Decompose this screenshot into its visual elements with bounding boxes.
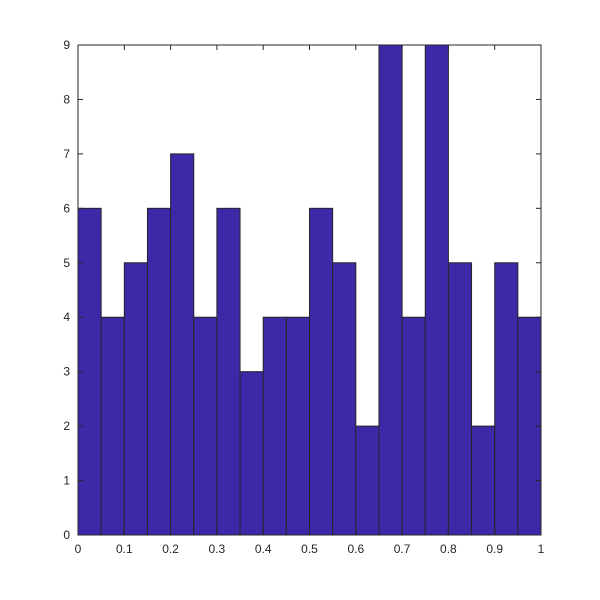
x-tick-label: 0.3 bbox=[209, 542, 226, 556]
histogram-bar-16 bbox=[424, 44, 449, 536]
y-tick-label: 5 bbox=[63, 256, 70, 270]
bars-group bbox=[77, 44, 542, 536]
y-tick-label: 8 bbox=[63, 92, 70, 106]
x-tick-label: 0.5 bbox=[301, 542, 318, 556]
histogram-bar-11 bbox=[309, 207, 334, 536]
x-tick-label: 0.2 bbox=[162, 542, 179, 556]
histogram-bar-19 bbox=[494, 262, 519, 536]
y-tick-label: 9 bbox=[63, 38, 70, 52]
histogram-bar-5 bbox=[170, 153, 195, 536]
x-tick-label: 0.7 bbox=[394, 542, 411, 556]
y-tick-label: 6 bbox=[63, 201, 70, 215]
y-tick-label: 2 bbox=[63, 419, 70, 433]
y-ticks-group: 0 1 2 3 4 5 6 7 8 9 bbox=[63, 38, 541, 542]
x-tick-label: 0 bbox=[75, 542, 82, 556]
histogram-bar-2 bbox=[100, 316, 125, 536]
histogram-bar-18 bbox=[471, 425, 496, 536]
x-tick-label: 1 bbox=[538, 542, 545, 556]
histogram-bar-3 bbox=[123, 262, 148, 536]
histogram-bar-13 bbox=[355, 425, 380, 536]
x-tick-label: 0.6 bbox=[347, 542, 364, 556]
histogram-bar-15 bbox=[401, 316, 426, 536]
histogram-bar-9 bbox=[262, 316, 287, 536]
y-tick-label: 7 bbox=[63, 147, 70, 161]
histogram-bar-10 bbox=[285, 316, 311, 536]
histogram-bar-14 bbox=[378, 44, 403, 536]
y-tick-label: 0 bbox=[63, 528, 70, 542]
histogram-bar-17 bbox=[447, 262, 473, 536]
histogram-bar-7 bbox=[216, 207, 241, 536]
x-tick-label: 0.4 bbox=[255, 542, 272, 556]
histogram-bar-8 bbox=[239, 371, 264, 536]
x-tick-label: 0.8 bbox=[440, 542, 457, 556]
x-tick-label: 0.1 bbox=[116, 542, 133, 556]
y-tick-label: 1 bbox=[63, 474, 70, 488]
x-tick-label: 0.9 bbox=[486, 542, 503, 556]
histogram-bar-4 bbox=[146, 207, 172, 536]
histogram-bar-12 bbox=[332, 262, 357, 536]
y-tick-label: 3 bbox=[63, 365, 70, 379]
x-ticks-group: 0 0.1 0.2 0.3 0.4 0.5 0.6 0.7 0.8 0.9 1 bbox=[75, 45, 545, 556]
y-tick-label: 4 bbox=[63, 310, 70, 324]
histogram-bar-6 bbox=[193, 316, 218, 536]
